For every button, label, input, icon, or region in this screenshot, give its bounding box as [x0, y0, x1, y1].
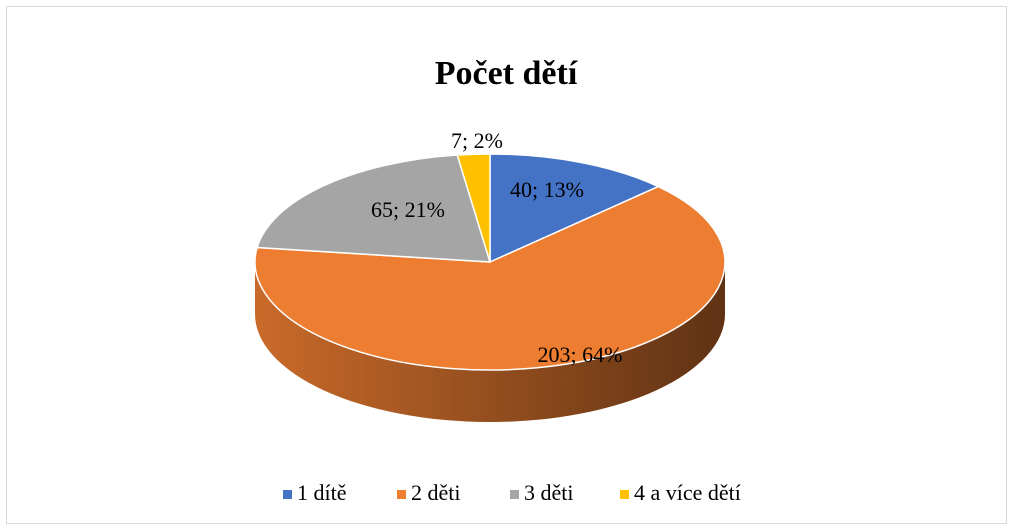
legend-swatch [283, 490, 292, 499]
slice [489, 153, 661, 264]
data-label: 40; 13% [510, 177, 584, 202]
legend-label: 4 a více dětí [634, 480, 741, 505]
chart-title: Počet dětí [435, 55, 578, 92]
legend-swatch [510, 490, 519, 499]
legend-label: 3 děti [524, 480, 574, 505]
slice-side-shade [255, 262, 725, 422]
data-label: 7; 2% [451, 128, 503, 153]
legend-swatch [620, 490, 629, 499]
slice [254, 185, 726, 371]
legend-label: 1 dítě [297, 480, 347, 505]
data-label: 65; 21% [371, 197, 445, 222]
legend-label: 2 děti [411, 480, 461, 505]
data-label: 203; 64% [538, 342, 623, 367]
slice [456, 153, 491, 263]
slice [256, 154, 492, 263]
legend-swatch [397, 490, 406, 499]
